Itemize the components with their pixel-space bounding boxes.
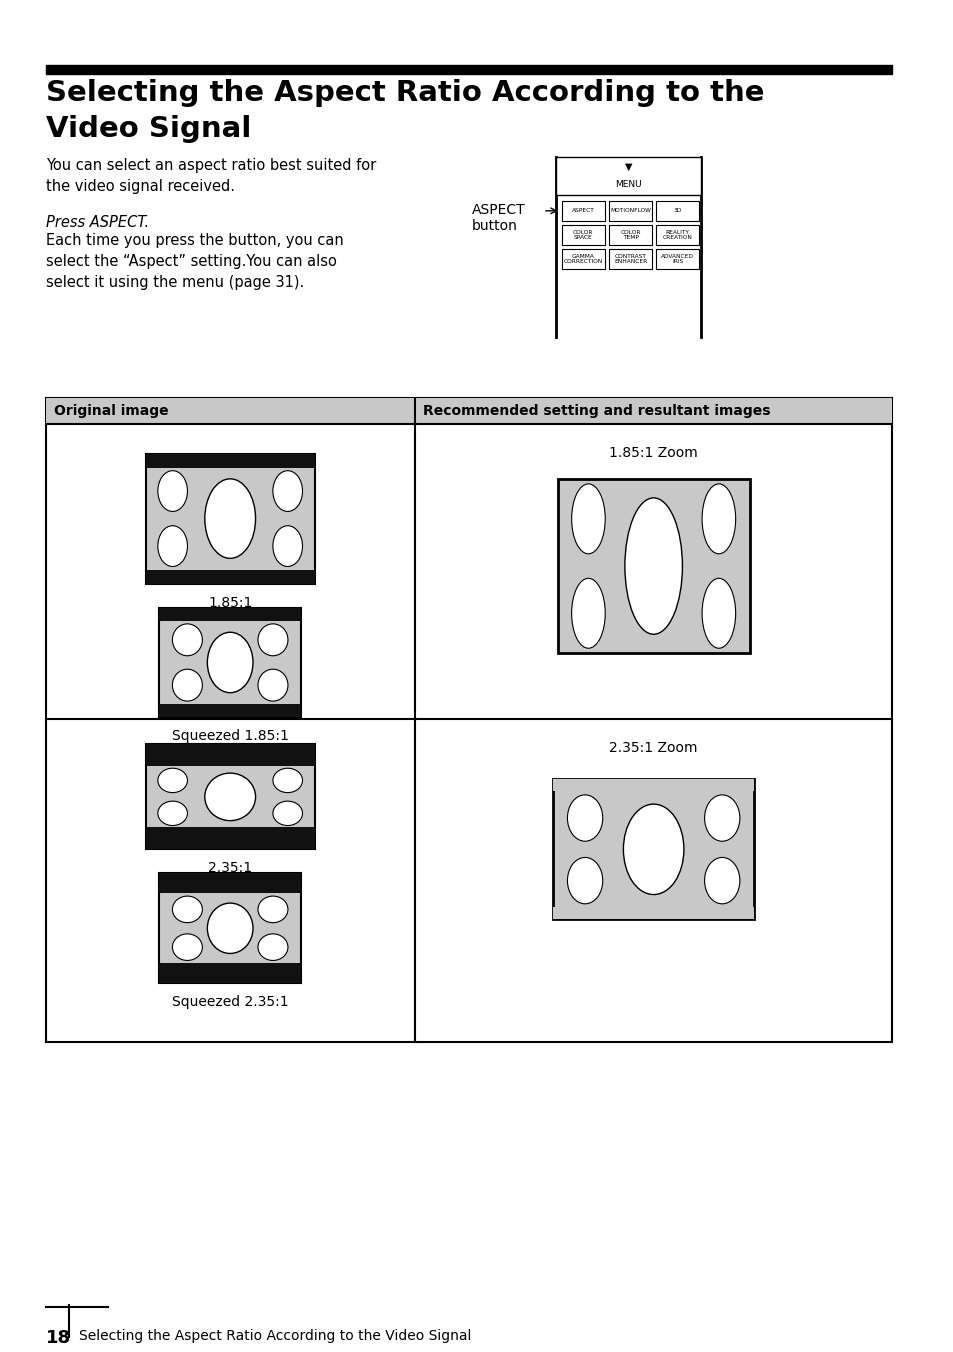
Ellipse shape — [571, 484, 604, 554]
Text: Squeezed 1.85:1: Squeezed 1.85:1 — [172, 730, 289, 744]
Ellipse shape — [567, 795, 602, 841]
Ellipse shape — [622, 804, 683, 895]
Ellipse shape — [157, 526, 187, 566]
Bar — [656, 249, 699, 269]
Bar — [552, 779, 754, 791]
Ellipse shape — [273, 470, 302, 511]
Text: REALITY
CREATION: REALITY CREATION — [662, 230, 692, 241]
Text: MOTIONFLOW: MOTIONFLOW — [610, 208, 650, 214]
Bar — [46, 397, 891, 1042]
Bar — [608, 201, 652, 220]
Bar — [46, 65, 891, 74]
Ellipse shape — [704, 857, 740, 903]
Bar — [146, 745, 314, 767]
Bar — [146, 745, 314, 849]
Ellipse shape — [157, 802, 187, 826]
Text: 3D: 3D — [673, 208, 681, 214]
Text: COLOR
TEMP: COLOR TEMP — [619, 230, 640, 241]
Bar — [146, 454, 314, 584]
Ellipse shape — [273, 768, 302, 792]
Text: 1.85:1 Zoom: 1.85:1 Zoom — [609, 446, 698, 460]
Bar — [159, 607, 301, 718]
Bar — [552, 907, 754, 919]
Text: Video Signal: Video Signal — [46, 115, 252, 143]
Ellipse shape — [157, 470, 187, 511]
Bar — [146, 569, 314, 584]
Text: ADVANCED
IRIS: ADVANCED IRIS — [660, 254, 694, 264]
Bar — [561, 249, 604, 269]
Text: Original image: Original image — [54, 404, 169, 418]
Text: You can select an aspect ratio best suited for
the video signal received.: You can select an aspect ratio best suit… — [46, 158, 376, 193]
Bar — [561, 224, 604, 245]
Ellipse shape — [257, 896, 288, 922]
Text: ASPECT: ASPECT — [572, 208, 594, 214]
Bar — [159, 963, 301, 983]
Text: Press ASPECT.: Press ASPECT. — [46, 215, 150, 230]
Text: Selecting the Aspect Ratio According to the Video Signal: Selecting the Aspect Ratio According to … — [78, 1329, 471, 1343]
Bar — [159, 873, 301, 894]
Bar — [608, 249, 652, 269]
Text: Squeezed 2.35:1: Squeezed 2.35:1 — [172, 995, 288, 1009]
Bar — [146, 454, 314, 468]
Ellipse shape — [172, 669, 202, 702]
Bar — [46, 397, 891, 423]
Text: COLOR
SPACE: COLOR SPACE — [573, 230, 593, 241]
Text: GAMMA
CORRECTION: GAMMA CORRECTION — [563, 254, 602, 264]
Bar — [146, 827, 314, 849]
Ellipse shape — [571, 579, 604, 648]
Bar — [561, 201, 604, 220]
Text: Each time you press the button, you can
select the “Aspect” setting.You can also: Each time you press the button, you can … — [46, 233, 344, 289]
Ellipse shape — [157, 768, 187, 792]
Ellipse shape — [273, 802, 302, 826]
Ellipse shape — [624, 498, 681, 634]
Bar — [159, 607, 301, 621]
Text: ASPECT
button: ASPECT button — [472, 203, 525, 233]
Ellipse shape — [701, 484, 735, 554]
Text: Recommended setting and resultant images: Recommended setting and resultant images — [422, 404, 770, 418]
Ellipse shape — [205, 479, 255, 558]
Ellipse shape — [207, 633, 253, 692]
Text: ▼: ▼ — [624, 162, 632, 172]
Ellipse shape — [273, 526, 302, 566]
Ellipse shape — [701, 579, 735, 648]
Ellipse shape — [172, 934, 202, 960]
Bar — [558, 479, 749, 653]
Ellipse shape — [205, 773, 255, 821]
Bar — [159, 704, 301, 718]
Bar — [556, 157, 700, 195]
Ellipse shape — [257, 669, 288, 702]
Text: CONTRAST
ENHANCER: CONTRAST ENHANCER — [614, 254, 646, 264]
Bar — [608, 224, 652, 245]
Text: 1.85:1: 1.85:1 — [208, 595, 253, 610]
Text: 18: 18 — [46, 1329, 71, 1347]
Bar — [159, 873, 301, 983]
Ellipse shape — [207, 903, 253, 953]
Bar — [656, 201, 699, 220]
Ellipse shape — [567, 857, 602, 903]
Bar — [656, 224, 699, 245]
Text: MENU: MENU — [615, 180, 641, 189]
Ellipse shape — [172, 623, 202, 656]
Text: 2.35:1: 2.35:1 — [208, 861, 252, 875]
Text: 2.35:1 Zoom: 2.35:1 Zoom — [609, 741, 698, 756]
Ellipse shape — [257, 623, 288, 656]
Ellipse shape — [172, 896, 202, 922]
Ellipse shape — [257, 934, 288, 960]
Ellipse shape — [704, 795, 740, 841]
Text: Selecting the Aspect Ratio According to the: Selecting the Aspect Ratio According to … — [46, 78, 764, 107]
Bar — [552, 779, 754, 919]
